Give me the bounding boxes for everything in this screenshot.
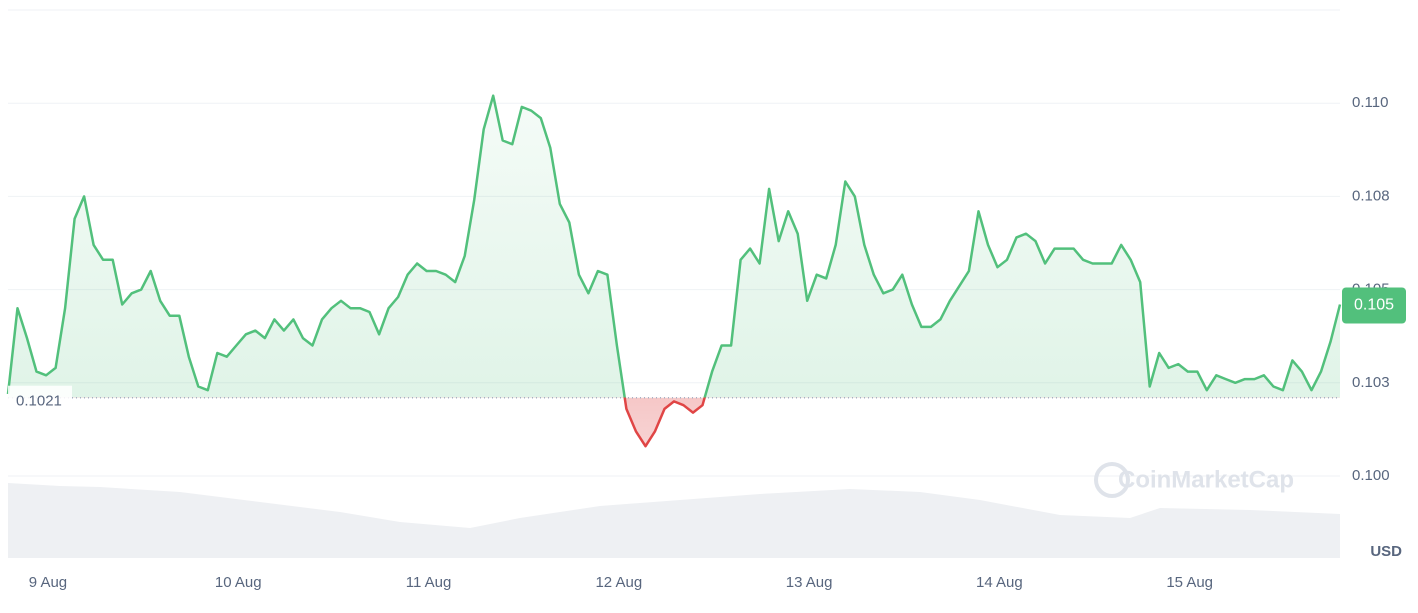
- baseline-label: 0.1021: [16, 393, 62, 410]
- y-tick-label: 0.110: [1352, 94, 1388, 111]
- price-area: [8, 95, 1340, 447]
- x-tick-label: 10 Aug: [215, 574, 262, 591]
- last-price-badge: [1342, 287, 1406, 324]
- x-tick-label: 12 Aug: [595, 574, 642, 591]
- currency-label: USD: [1370, 543, 1402, 560]
- x-tick-label: 11 Aug: [406, 574, 452, 591]
- volume-area: [8, 483, 1340, 558]
- watermark-logo: [1094, 462, 1130, 498]
- baseline-label-bg: [8, 385, 72, 410]
- x-tick-label: 14 Aug: [976, 574, 1023, 591]
- y-tick-label: 0.103: [1352, 374, 1390, 391]
- watermark: CoinMarketCap: [1118, 466, 1294, 493]
- y-tick-label: 0.100: [1352, 467, 1390, 484]
- x-tick-label: 15 Aug: [1166, 574, 1213, 591]
- price-line: [6, 94, 1342, 448]
- x-tick-label: 13 Aug: [786, 574, 833, 591]
- y-tick-label: 0.108: [1352, 187, 1390, 204]
- x-tick-label: 9 Aug: [29, 574, 67, 591]
- last-price-label: 0.105: [1354, 297, 1394, 314]
